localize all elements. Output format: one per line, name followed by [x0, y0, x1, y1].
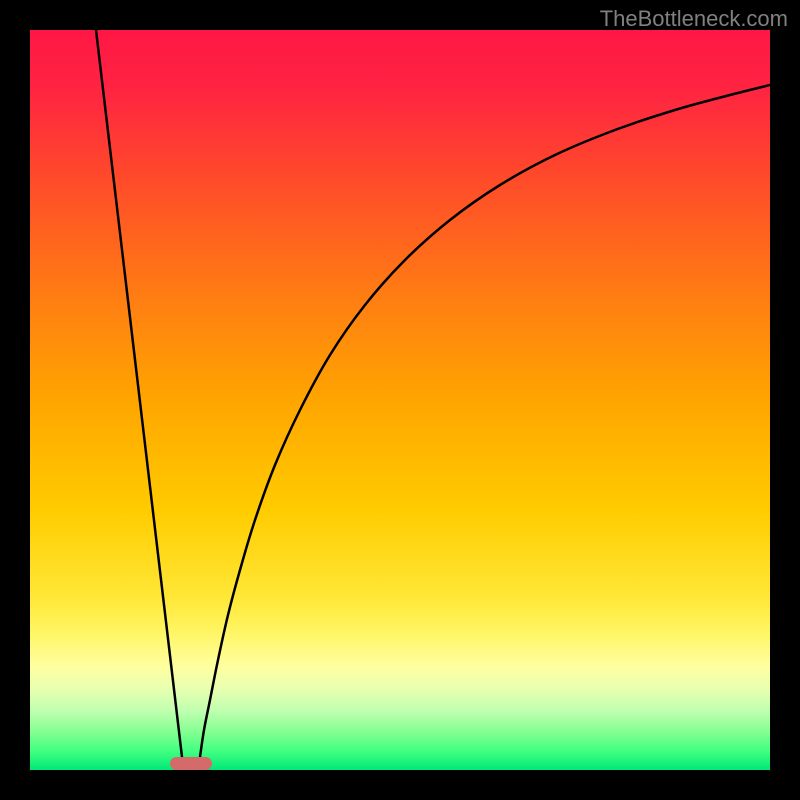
watermark-text: TheBottleneck.com	[600, 6, 788, 32]
chart-svg	[30, 30, 770, 770]
chart-area	[30, 30, 770, 770]
bottleneck-marker	[170, 757, 212, 770]
